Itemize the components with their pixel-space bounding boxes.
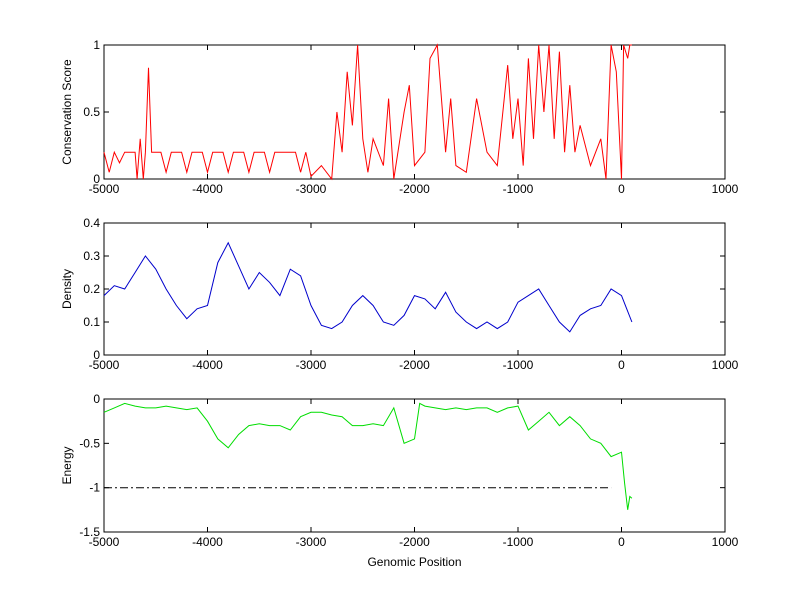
y-tick-label: 0.5	[83, 105, 100, 119]
y-axis-label: Energy	[60, 446, 74, 484]
axes-box	[103, 398, 726, 533]
x-tick-label: -2000	[399, 535, 430, 549]
y-tick-label: -1.5	[79, 525, 100, 539]
x-tick-label: -4000	[192, 182, 223, 196]
data-line	[103, 402, 633, 510]
y-tick-label: 0	[93, 348, 100, 362]
data-line	[103, 43, 632, 181]
x-tick-label: -1000	[503, 535, 534, 549]
y-tick-label: 0.4	[83, 216, 100, 230]
x-axis-label: Genomic Position	[367, 555, 461, 569]
x-tick-label: -4000	[192, 535, 223, 549]
data-line	[103, 241, 633, 333]
x-tick-label: -1000	[503, 182, 534, 196]
y-tick-label: -1	[89, 481, 100, 495]
x-tick-label: 0	[618, 182, 625, 196]
y-axis-label: Conservation Score	[60, 59, 74, 165]
x-tick-label: -2000	[399, 358, 430, 372]
x-tick-label: -3000	[296, 535, 327, 549]
x-tick-label: -5000	[89, 535, 120, 549]
y-tick-label: 0.1	[83, 315, 100, 329]
x-tick-label: 1000	[712, 358, 739, 372]
x-tick-label: -1000	[503, 358, 534, 372]
y-tick-label: 0.2	[83, 282, 100, 296]
y-axis-label: Density	[60, 269, 74, 309]
x-tick-label: -2000	[399, 182, 430, 196]
x-tick-label: -4000	[192, 358, 223, 372]
y-tick-label: -0.5	[79, 436, 100, 450]
axes-box	[103, 222, 726, 356]
x-tick-label: 0	[618, 358, 625, 372]
y-tick-label: 0	[93, 172, 100, 186]
x-tick-label: -5000	[89, 182, 120, 196]
x-tick-label: -3000	[296, 182, 327, 196]
x-tick-label: 1000	[712, 182, 739, 196]
x-tick-label: -3000	[296, 358, 327, 372]
y-tick-label: 1	[93, 38, 100, 52]
x-tick-label: 1000	[712, 535, 739, 549]
y-tick-label: 0	[93, 392, 100, 406]
y-tick-label: 0.3	[83, 249, 100, 263]
x-tick-label: -5000	[89, 358, 120, 372]
x-tick-label: 0	[618, 535, 625, 549]
